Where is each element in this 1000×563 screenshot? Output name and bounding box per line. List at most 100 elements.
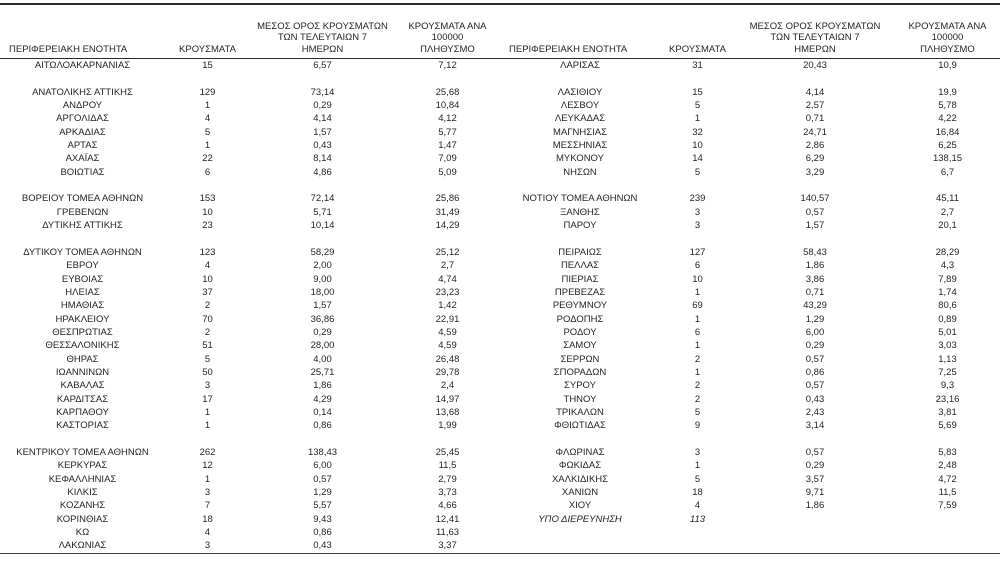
right-cases-cell: 239 (689, 193, 706, 205)
left-cases-cell: 2 (204, 326, 211, 338)
left-avg7-cell: 2,00 (313, 260, 332, 272)
left-cases-cell: 50 (202, 366, 213, 378)
left-cases-cell: 3 (204, 487, 211, 498)
table-row: ΚΟΡΙΝΘΙΑΣ 18 9,43 12,41 ΥΠΟ ΔΙΕΡΕΥΝΗΣΗ 113 (0, 513, 1000, 526)
left-cases-cell: 12 (202, 460, 213, 472)
left-region-cell: ΚΑΡΔΙΤΣΑΣ (56, 393, 109, 405)
left-cases-cell: 1 (204, 100, 211, 112)
right-avg7-cell: 0,57 (805, 380, 825, 392)
table-row: ΔΥΤΙΚΟΥ ΤΟΜΕΑ ΑΘΗΝΩΝ 123 58,29 25,12 ΠΕΙΡΑΙΩ… (0, 246, 1000, 259)
left-cases-cell: 7 (204, 500, 211, 512)
right-region-cell: ΦΘΙΩΤΙΔΑΣ (554, 420, 606, 432)
left-per100k-cell: 4,74 (438, 273, 457, 285)
right-avg7-cell: 24,71 (803, 126, 827, 138)
left-region-cell: ΓΡΕΒΕΝΩΝ (56, 206, 109, 218)
right-per100k-cell: 4,22 (938, 113, 957, 125)
left-region-cell: ΒΟΡΕΙΟΥ ΤΟΜΕΑ ΑΘΗΝΩΝ (21, 193, 144, 205)
left-cases-cell: 1 (204, 406, 211, 418)
right-per100k-cell: 138,15 (932, 153, 963, 165)
right-region-cell: ΥΠΟ ΔΙΕΡΕΥΝΗΣΗ (538, 513, 622, 525)
left-avg7-cell: 0,14 (313, 406, 332, 418)
right-avg7-cell: 0,57 (805, 206, 825, 218)
right-per100k-cell: 5,83 (938, 446, 957, 458)
table-row: ΚΑΣΤΟΡΙΑΣ 1 0,86 1,99 ΦΘΙΩΤΙΔΑΣ 9 3,14 5,69 (0, 419, 1000, 432)
left-per100k-cell: 25,68 (435, 86, 460, 98)
table-row: ΚΑΡΠΑΘΟΥ 1 0,14 13,68 ΤΡΙΚΑΛΩΝ 5 2,43 3,81 (0, 406, 1000, 419)
left-avg7-cell: 6,00 (313, 460, 332, 472)
left-region-cell: ΑΝΔΡΟΥ (62, 100, 103, 112)
left-per100k-cell: 10,84 (435, 100, 460, 112)
left-per100k-cell: 2,4 (440, 380, 455, 392)
header-avg7-left: ΜΕΣΟΣ ΟΡΟΣ ΚΡΟΥΣΜΑΤΩΝ ΤΩΝ ΤΕΛΕΥΤΑΙΩΝ 7 Η… (257, 20, 388, 55)
right-cases-cell: 113 (689, 513, 706, 525)
left-region-cell: ΘΕΣΠΡΩΤΙΑΣ (52, 326, 113, 338)
table-row: ΑΧΑΪΑΣ 22 8,14 7,09 ΜΥΚΟΝΟΥ 14 6,29 138,15 (0, 152, 1000, 165)
right-per100k-cell: 4,3 (940, 260, 955, 272)
right-region-cell: ΧΑΛΚΙΔΙΚΗΣ (551, 473, 609, 485)
left-avg7-cell: 10,14 (310, 220, 335, 232)
left-region-cell: ΚΑΡΠΑΘΟΥ (56, 406, 109, 418)
right-avg7-cell: 2,43 (805, 406, 825, 418)
right-region-cell: ΦΩΚΙΔΑΣ (558, 460, 602, 472)
right-cases-cell: 2 (694, 353, 701, 365)
table-body: ΑΙΤΩΛΟΑΚΑΡΝΑΝΙΑΣ 15 6,57 7,12 ΛΑΡΙΣΑΣ 31 20,43… (0, 59, 1000, 554)
left-per100k-cell: 7,09 (438, 153, 457, 165)
left-cases-cell: 5 (204, 126, 211, 138)
left-avg7-cell: 73,14 (310, 86, 335, 98)
right-cases-cell: 5 (694, 166, 701, 178)
left-avg7-cell: 0,43 (313, 140, 332, 152)
right-per100k-cell: 10,9 (938, 60, 957, 71)
left-region-cell: ΚΕΡΚΥΡΑΣ (57, 460, 108, 472)
left-avg7-cell: 72,14 (310, 193, 335, 205)
left-region-cell: ΗΡΑΚΛΕΙΟΥ (55, 313, 110, 325)
right-region-cell: ΛΑΡΙΣΑΣ (560, 60, 600, 71)
left-cases-cell: 5 (204, 353, 211, 365)
left-region-cell: ΕΥΒΟΙΑΣ (61, 273, 104, 285)
left-region-cell: ΘΕΣΣΑΛΟΝΙΚΗΣ (45, 340, 120, 352)
right-cases-cell: 31 (692, 60, 703, 71)
right-region-cell: ΜΥΚΟΝΟΥ (556, 153, 604, 165)
left-cases-cell: 17 (202, 393, 213, 405)
right-per100k-cell: 2,48 (938, 460, 957, 472)
left-cases-cell: 22 (202, 153, 213, 165)
header-region-left: ΠΕΡΙΦΕΡΕΙΑΚΗ ΕΝΟΤΗΤΑ (9, 43, 128, 55)
left-avg7-cell: 0,29 (313, 100, 332, 112)
left-cases-cell: 6 (204, 166, 211, 178)
left-per100k-cell: 5,77 (438, 126, 457, 138)
right-avg7-cell: 0,57 (805, 353, 825, 365)
right-avg7-cell: 0,71 (805, 286, 825, 298)
left-region-cell: ΚΩ (75, 527, 90, 539)
left-avg7-cell: 1,57 (313, 126, 332, 138)
right-per100k-cell: 3,81 (938, 406, 957, 418)
left-region-cell: ΙΩΑΝΝΙΝΩΝ (55, 366, 110, 378)
left-cases-cell: 153 (199, 193, 216, 205)
left-per100k-cell: 4,12 (438, 113, 457, 125)
right-region-cell: ΠΕΛΛΑΣ (560, 260, 600, 272)
right-region-cell: ΡΟΔΟΥ (563, 326, 597, 338)
left-region-cell: ΚΙΛΚΙΣ (67, 487, 98, 498)
table-row: ΘΕΣΠΡΩΤΙΑΣ 2 0,29 4,59 ΡΟΔΟΥ 6 6,00 5,01 (0, 326, 1000, 339)
right-region-cell: ΧΑΝΙΩΝ (561, 487, 599, 498)
right-per100k-cell: 4,72 (938, 473, 957, 485)
right-per100k-cell: 11,5 (938, 487, 957, 498)
left-avg7-cell: 1,29 (313, 487, 332, 498)
right-per100k-cell: 7,89 (938, 273, 957, 285)
left-region-cell: ΛΑΚΩΝΙΑΣ (58, 540, 107, 552)
left-region-cell: ΚΑΣΤΟΡΙΑΣ (56, 420, 109, 432)
left-region-cell: ΚΟΖΑΝΗΣ (59, 500, 106, 512)
right-region-cell: ΛΕΥΚΑΔΑΣ (554, 113, 606, 125)
table-row: ΚΩ 4 0,86 11,63 (0, 526, 1000, 539)
left-avg7-cell: 1,57 (313, 300, 332, 312)
left-per100k-cell: 1,42 (438, 300, 457, 312)
right-cases-cell: 127 (689, 246, 706, 258)
right-region-cell: ΡΟΔΟΠΗΣ (556, 313, 604, 325)
left-cases-cell: 18 (202, 513, 213, 525)
left-avg7-cell: 0,86 (313, 420, 332, 432)
right-cases-cell: 69 (692, 300, 703, 312)
left-region-cell: ΔΥΤΙΚΗΣ ΑΤΤΙΚΗΣ (42, 220, 123, 232)
table-row: ΑΙΤΩΛΟΑΚΑΡΝΑΝΙΑΣ 15 6,57 7,12 ΛΑΡΙΣΑΣ 31 20,43… (0, 59, 1000, 72)
table-row: ΙΩΑΝΝΙΝΩΝ 50 25,71 29,78 ΣΠΟΡΑΔΩΝ 1 0,86 7,25 (0, 366, 1000, 379)
right-cases-cell: 1 (694, 460, 701, 472)
right-region-cell: ΤΡΙΚΑΛΩΝ (556, 406, 604, 418)
right-cases-cell: 1 (694, 313, 701, 325)
